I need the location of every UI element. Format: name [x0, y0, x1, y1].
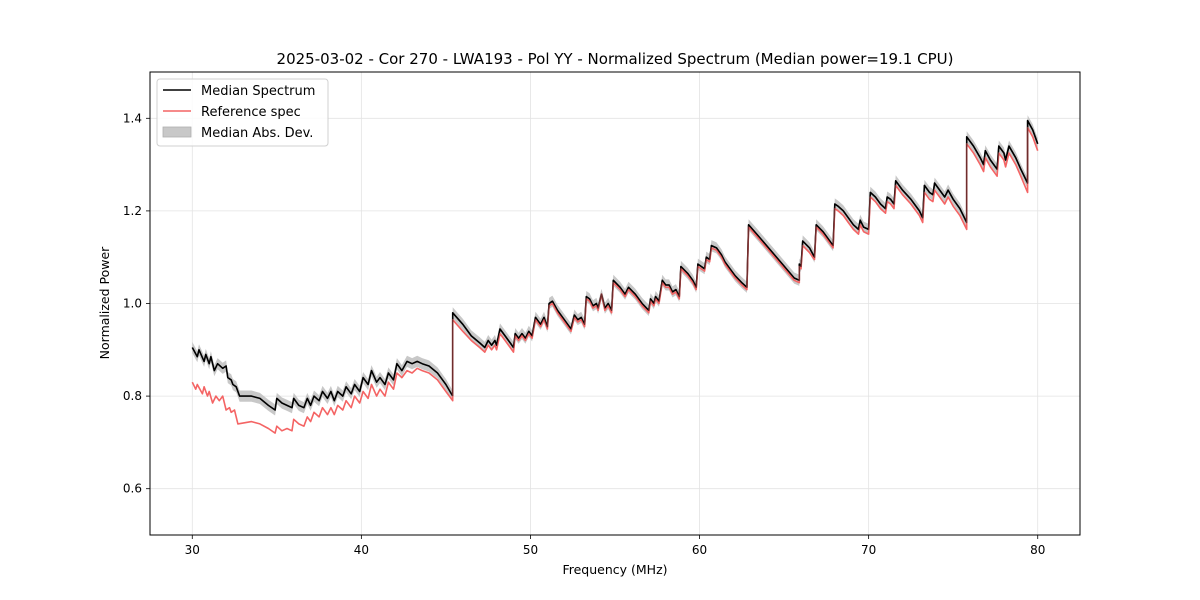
legend-box	[156, 78, 329, 147]
x-tick-label: 60	[692, 543, 707, 557]
y-tick-label: 0.8	[123, 389, 142, 403]
y-tick-label: 1.4	[123, 111, 142, 125]
legend-label-median: Median Spectrum	[201, 84, 315, 99]
legend-swatch-mad	[162, 126, 192, 138]
y-tick-label: 1.0	[123, 297, 142, 311]
legend-label-mad: Median Abs. Dev.	[201, 126, 313, 141]
x-tick-label: 50	[523, 543, 538, 557]
x-tick-label: 80	[1030, 543, 1045, 557]
series-layer	[191, 119, 1039, 434]
x-axis-label: Frequency (MHz)	[562, 562, 667, 577]
x-tick-label: 30	[185, 543, 200, 557]
chart-title: 2025-03-02 - Cor 270 - LWA193 - Pol YY -…	[277, 50, 954, 68]
series-median-overlay	[452, 119, 1039, 397]
legend-label-reference: Reference spec	[201, 105, 301, 120]
x-tick-label: 40	[354, 543, 369, 557]
x-axis: 30 40 50 60 70 80	[185, 535, 1045, 557]
legend: Median Spectrum Reference spec Median Ab…	[156, 78, 329, 147]
x-tick-label: 70	[861, 543, 876, 557]
y-axis: 0.6 0.8 1.0 1.2 1.4	[123, 111, 150, 496]
grid	[150, 72, 1080, 535]
y-tick-label: 0.6	[123, 482, 142, 496]
y-axis-label: Normalized Power	[97, 246, 112, 360]
series-reference-spec	[191, 126, 1039, 434]
y-tick-label: 1.2	[123, 204, 142, 218]
